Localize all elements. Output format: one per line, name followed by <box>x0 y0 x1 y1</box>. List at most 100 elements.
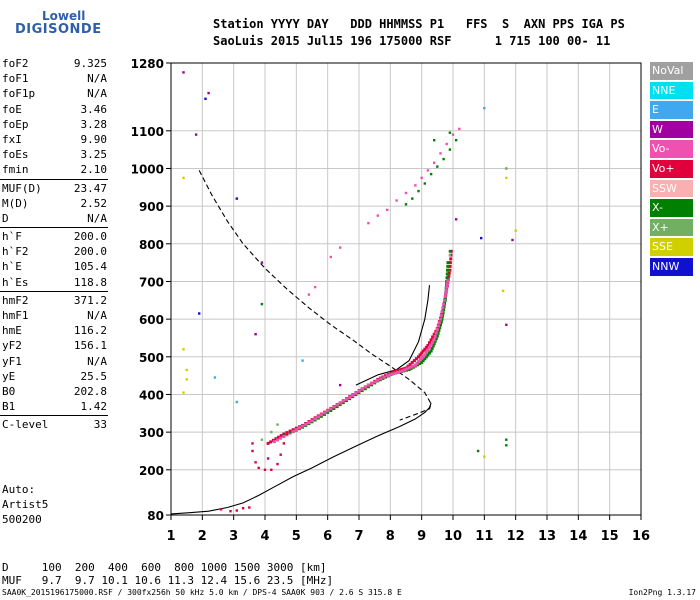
echo-point <box>367 221 370 225</box>
echo-point <box>388 373 392 377</box>
param-row: foF1 N/A <box>0 71 110 86</box>
param-name: foE <box>2 102 22 116</box>
echo-point <box>357 389 361 393</box>
echo-point <box>396 370 400 374</box>
echo-point <box>418 362 422 366</box>
echo-point <box>398 370 402 374</box>
echo-point <box>282 435 286 438</box>
echo-point <box>288 430 292 434</box>
param-row: foE 3.46 <box>0 102 110 117</box>
echo-point <box>339 246 342 249</box>
echo-point <box>385 374 389 378</box>
echo-point <box>345 397 348 401</box>
echo-point <box>323 412 326 416</box>
x-tick-label: 11 <box>475 529 493 544</box>
echo-point <box>270 468 273 471</box>
param-name: hmF2 <box>2 293 29 307</box>
params-separator <box>0 415 108 417</box>
legend-item: X- <box>650 199 693 217</box>
echo-point <box>505 176 508 180</box>
echo-point <box>429 349 433 353</box>
echo-point <box>458 127 461 131</box>
echo-point <box>417 360 420 364</box>
x-tick-label: 15 <box>601 529 619 544</box>
echo-point <box>341 399 345 403</box>
echo-point <box>354 391 358 395</box>
echo-point <box>182 176 185 180</box>
echo-point <box>426 344 430 347</box>
echo-point <box>447 274 451 278</box>
echo-point <box>480 236 483 240</box>
echo-point <box>276 423 279 426</box>
muf-distance-row: D 100 200 400 600 800 1000 1500 3000 [km… <box>2 561 327 574</box>
x-tick-label: 14 <box>569 529 587 544</box>
x-tick-label: 12 <box>507 529 525 544</box>
echo-point <box>445 285 449 289</box>
echo-point <box>421 355 425 359</box>
echo-point <box>514 229 517 232</box>
echo-point <box>401 369 405 373</box>
x-tick-label: 1 <box>166 529 175 544</box>
param-row: yE 25.5 <box>0 369 110 384</box>
echo-point <box>430 347 434 351</box>
x-tick-label: 5 <box>292 529 301 544</box>
echo-point <box>436 324 440 328</box>
param-name: foF1p <box>2 87 36 101</box>
y-tick-label: 1000 <box>131 162 164 176</box>
echo-point <box>332 407 336 410</box>
echo-point <box>363 387 367 391</box>
param-row: D N/A <box>0 211 110 226</box>
echo-point <box>266 441 270 445</box>
echo-point <box>390 372 394 376</box>
echo-point <box>423 182 426 185</box>
footer-file-info: SAA0K_2015196175000.RSF / 300fx256h 50 k… <box>2 588 402 597</box>
param-name: foF1 <box>2 72 29 86</box>
echo-point <box>421 359 425 363</box>
param-row: hmF1 N/A <box>0 308 110 323</box>
echo-point <box>407 368 411 372</box>
echo-point <box>432 342 436 346</box>
echo-point <box>263 468 267 471</box>
echo-point <box>428 351 431 355</box>
echo-point <box>505 438 508 441</box>
echo-point <box>329 409 333 412</box>
echo-point <box>370 382 373 385</box>
legend-item: X+ <box>650 218 693 237</box>
echo-point <box>435 334 439 338</box>
echo-point <box>428 345 431 349</box>
param-row: C-level 33 <box>0 417 110 432</box>
echo-point <box>279 453 282 456</box>
echo-point <box>445 282 449 286</box>
echo-point <box>404 191 408 195</box>
echo-point <box>442 308 446 312</box>
param-value: 200.0 <box>73 245 107 259</box>
echo-point <box>260 302 264 306</box>
echo-point <box>366 383 370 387</box>
echo-point <box>449 257 453 261</box>
echo-point <box>433 139 436 142</box>
plot-frame <box>170 62 642 516</box>
param-value: N/A <box>87 211 107 225</box>
param-name: MUF(D) <box>2 181 42 195</box>
y-tick-label: 900 <box>139 200 164 214</box>
echo-point <box>418 358 422 362</box>
echo-point <box>436 165 439 168</box>
x-tick-label: 3 <box>229 529 238 544</box>
x-tick-label: 8 <box>386 529 395 544</box>
param-row: fmin 2.10 <box>0 162 110 177</box>
echo-point <box>241 507 245 510</box>
param-name: D <box>2 211 9 225</box>
param-name: h`F <box>2 230 22 244</box>
params-separator <box>0 290 108 292</box>
param-row: yF1 N/A <box>0 354 110 369</box>
echo-point <box>182 71 185 74</box>
param-row: foEs 3.25 <box>0 147 110 162</box>
param-row: fxI 9.90 <box>0 132 110 147</box>
legend-item: SSE <box>650 238 693 256</box>
echo-point <box>445 276 449 280</box>
scaled-parameters-panel: foF2 9.325 foF1 N/A foF1p N/A foE 3.46 foEp 3.28 f… <box>0 56 110 433</box>
param-name: M(D) <box>2 196 29 210</box>
params-separator <box>0 178 108 180</box>
echo-point <box>323 411 326 415</box>
echo-point <box>424 350 428 354</box>
